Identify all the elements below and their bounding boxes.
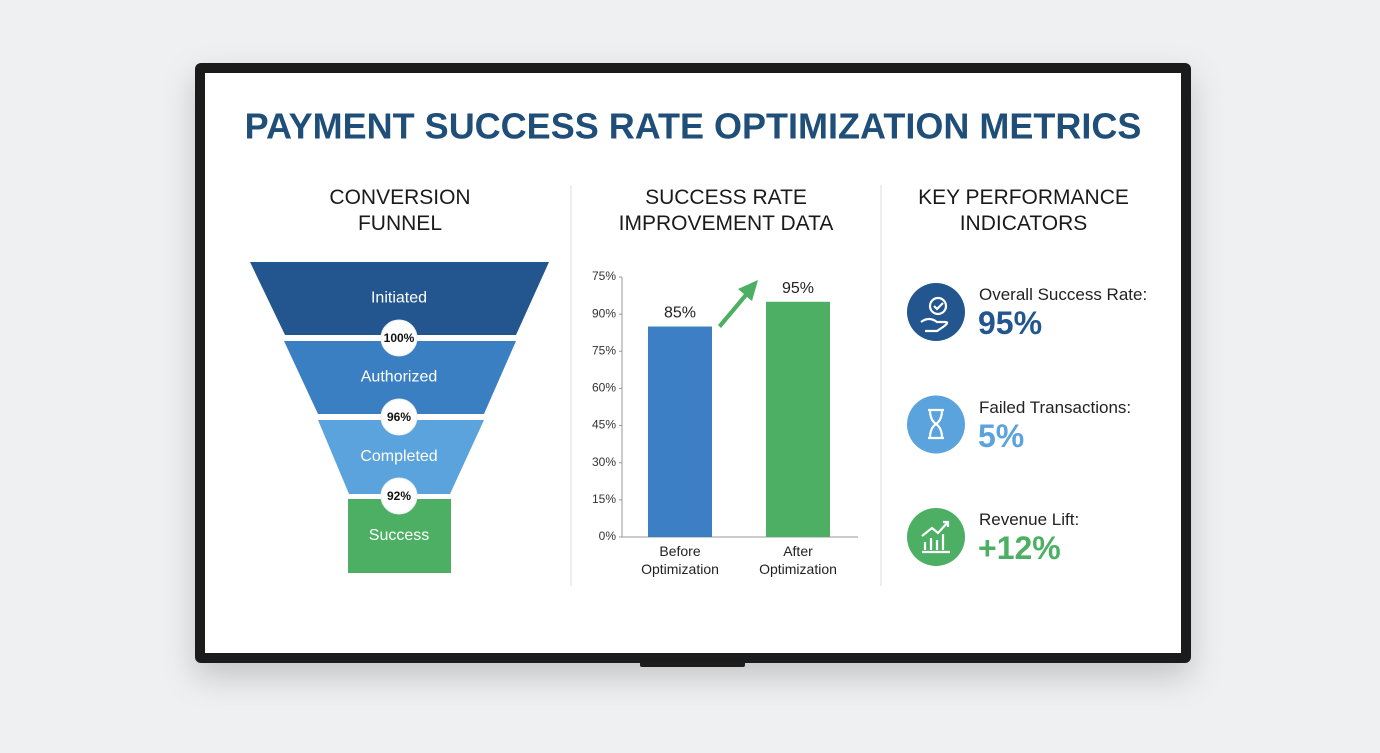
y-tick-label: 30% [592,455,616,469]
funnel-stage [348,499,451,573]
funnel-stage [250,262,549,335]
y-tick-label: 45% [592,418,616,432]
kpi-label: Overall Success Rate: [979,285,1148,304]
bar [766,301,830,537]
icon-hand [920,317,949,333]
icon-check-circle [928,296,948,316]
kpi-value: 95% [978,305,1043,341]
trend-arrow [718,280,758,328]
x-tick-label: Before Optimization [641,543,719,577]
y-tick-label: 75% [592,343,616,357]
bar-title: SUCCESS RATE IMPROVEMENT DATA [618,186,834,235]
funnel-rate-badge [380,477,418,515]
funnel-stage-label: Initiated [371,290,427,307]
bar-value-label: 85% [664,305,696,322]
funnel-stage-label: Authorized [361,369,438,386]
kpi-label: Revenue Lift: [979,510,1080,529]
funnel-stage [284,341,516,414]
kpi-value: 5% [978,417,1025,454]
kpi-label: Failed Transactions: [979,397,1132,417]
funnel-stage [318,420,484,494]
funnel-title: CONVERSION FUNNEL [329,186,471,235]
y-tick-label: 15% [592,492,616,506]
y-tick-label: 90% [592,306,616,320]
icon-hourglass [928,408,944,440]
icon-check [933,302,944,311]
y-tick-label: 75% [592,269,616,283]
funnel-rate-label: 92% [387,489,411,503]
icon-growth [921,520,950,554]
y-tick-label: 60% [592,381,616,395]
kpi-title: KEY PERFORMANCE INDICATORS [918,186,1129,235]
funnel-rate-badge [380,319,418,357]
x-tick-label: After Optimization [759,543,837,577]
funnel-stage-label: Success [369,527,429,544]
kpi-icon-circle [907,508,965,566]
y-tick-label: 0% [599,529,617,543]
kpi-icons [920,296,950,554]
bar [648,326,712,537]
bar-value-label: 95% [782,280,814,297]
funnel-rate-label: 100% [384,331,415,345]
kpi-icon-circle [907,283,965,341]
funnel-rate-badge [380,398,418,436]
funnel-rate-label: 96% [387,410,411,424]
kpi-value: +12% [978,530,1061,566]
dashboard-title: PAYMENT SUCCESS RATE OPTIMIZATION METRIC… [245,106,1142,147]
funnel-stage-label: Completed [360,448,437,465]
